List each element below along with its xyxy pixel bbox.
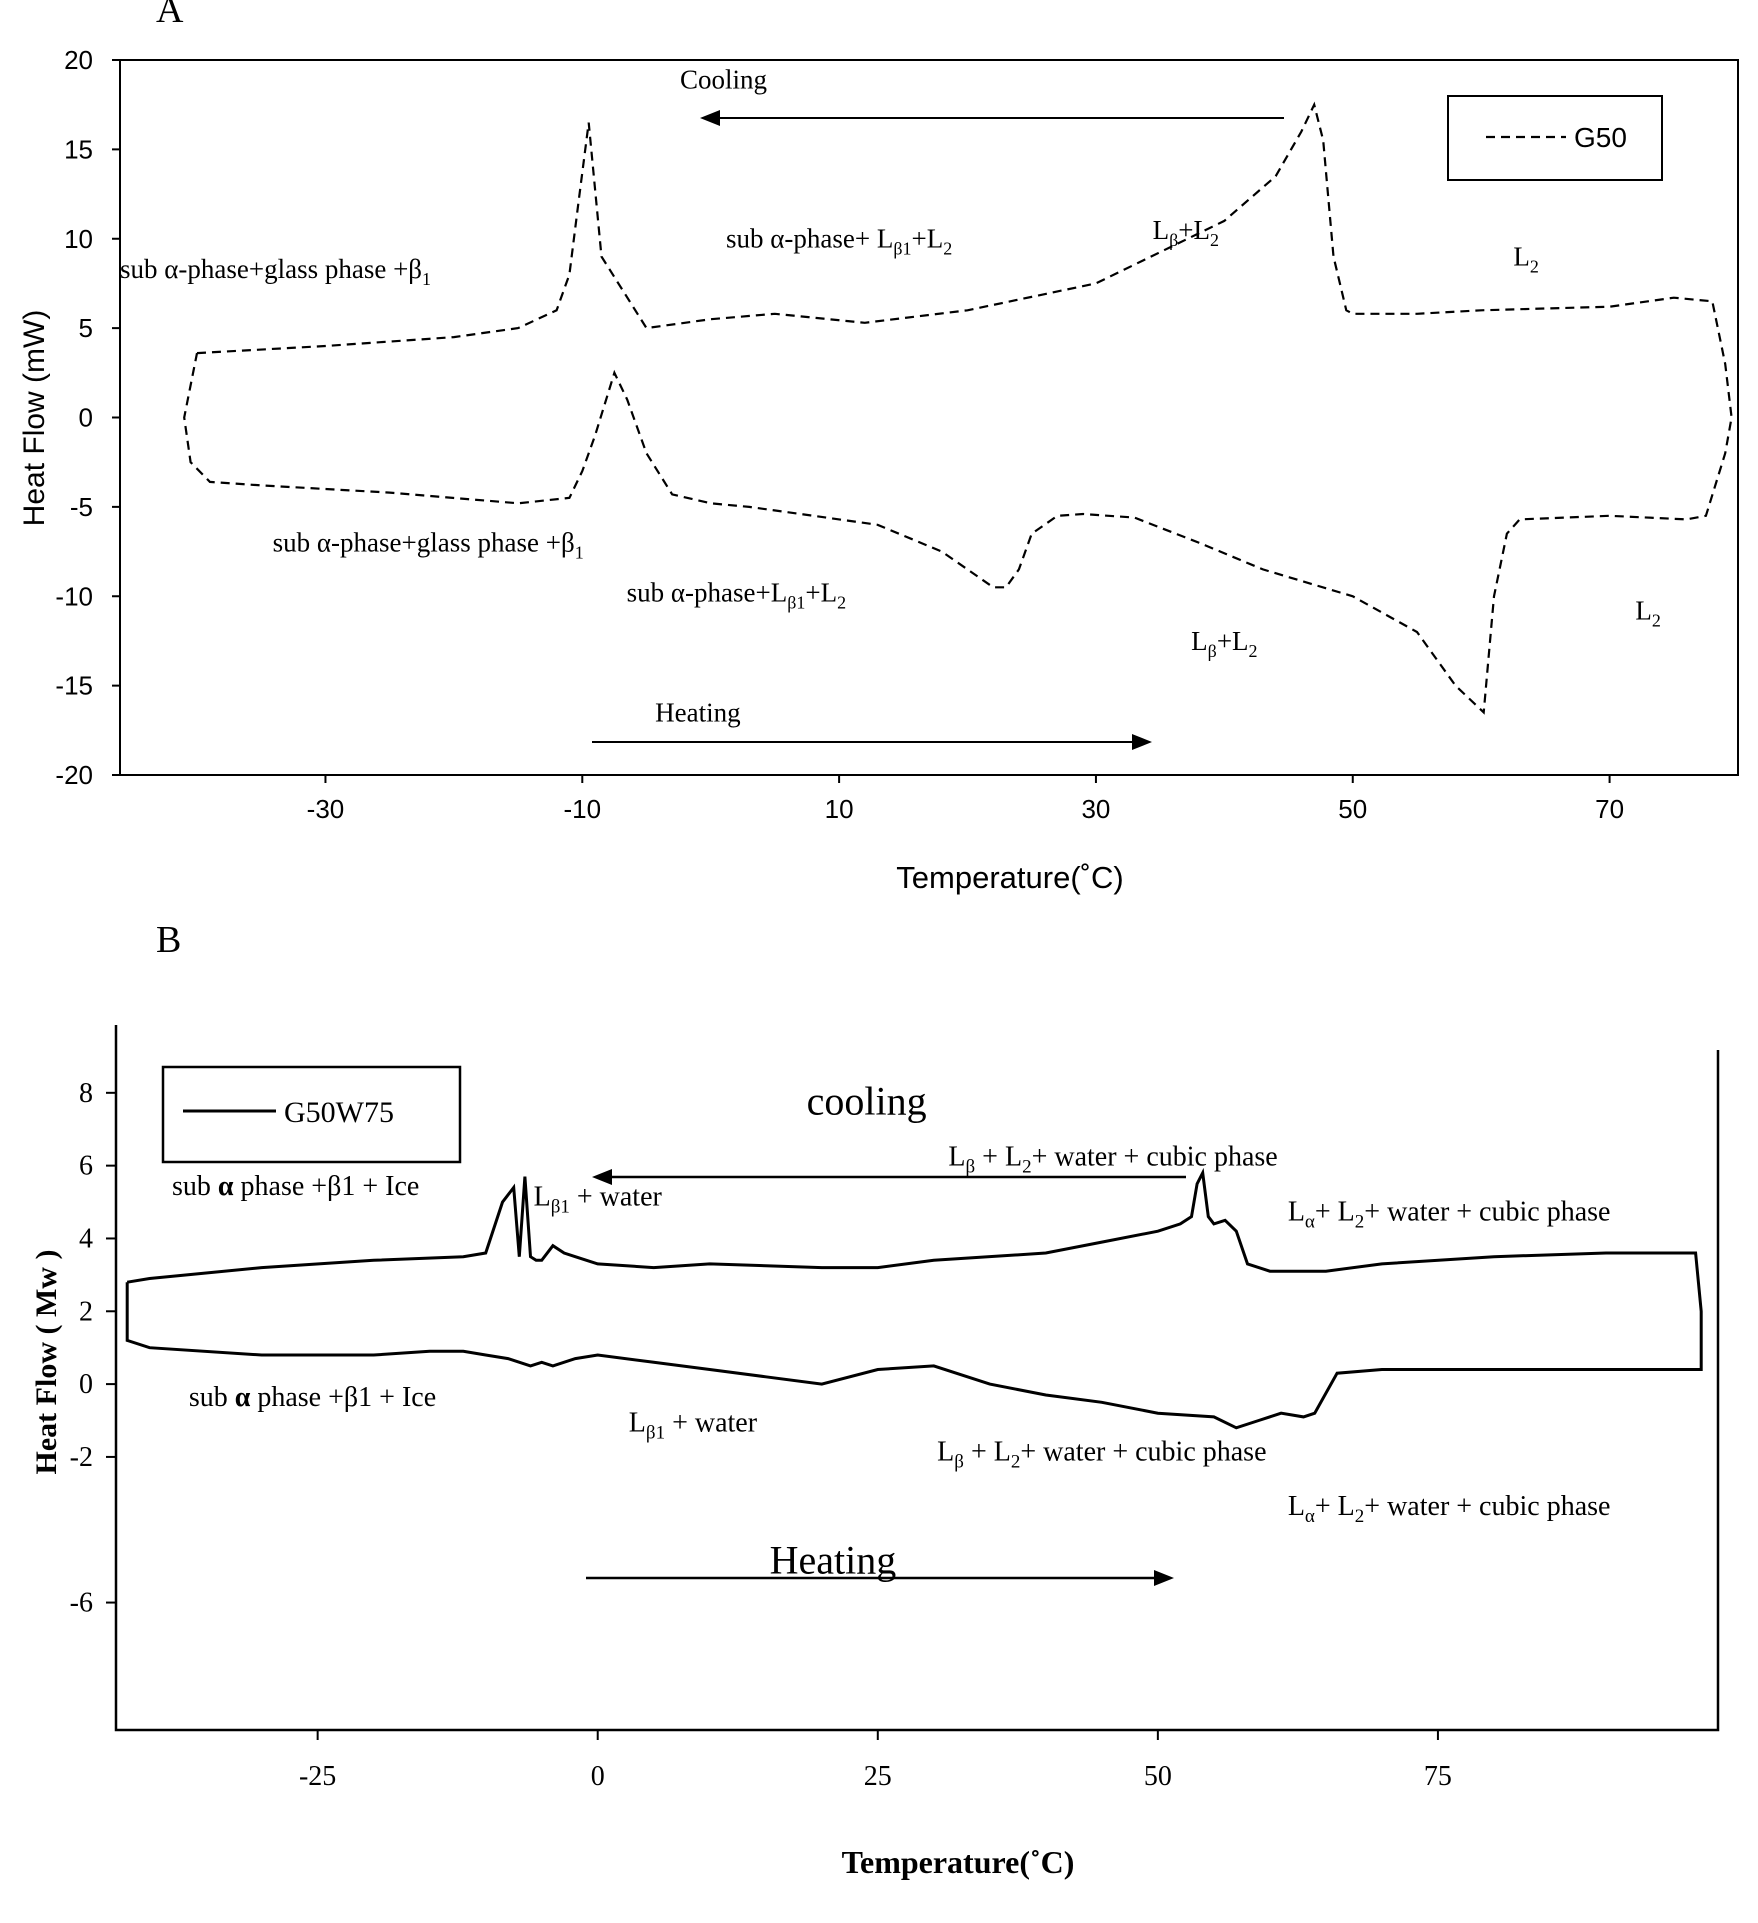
panel-b-y-axis: 8 6 4 2 0 -2 -6 (70, 1078, 116, 1619)
x-tick-label: 0 (591, 1761, 605, 1792)
annotation-b-heating: Heating (770, 1537, 897, 1582)
annotation-a-h1: sub α-phase+glass phase +β1 (273, 528, 584, 563)
annotation-a-h3: Lβ+L2 (1191, 626, 1257, 661)
annotation-b-h1: sub α phase +β1 + Ice (189, 1382, 436, 1413)
y-tick-label: 4 (79, 1223, 93, 1254)
annotation-b-h4: Lα+ L2+ water + cubic phase (1288, 1491, 1611, 1527)
x-tick-label: 75 (1424, 1761, 1452, 1792)
y-tick-label: 5 (79, 313, 93, 343)
x-tick-label: 10 (825, 794, 854, 824)
y-tick-label: 2 (79, 1296, 93, 1327)
panel-b-label: B (156, 919, 181, 961)
x-tick-label: 30 (1081, 794, 1110, 824)
annotation-b-h2: Lβ1 + water (629, 1407, 758, 1443)
y-tick-label: 15 (64, 134, 93, 164)
x-tick-label: -25 (299, 1761, 336, 1792)
annotation-a-c4: L2 (1513, 242, 1539, 277)
annotation-b-c4: Lα+ L2+ water + cubic phase (1288, 1196, 1611, 1232)
panel-a-cooling-arrow (700, 110, 1284, 126)
panel-a-legend: G50 (1447, 95, 1663, 181)
panel-b-legend-label: G50W75 (284, 1096, 394, 1129)
panel-b-annotations: cooling Heating sub α phase +β1 + Ice Lβ1 +… (172, 1079, 1610, 1583)
annotation-a-h2: sub α-phase+Lβ1+L2 (627, 578, 847, 613)
y-tick-label: -10 (55, 581, 93, 611)
panel-a-legend-label: G50 (1574, 122, 1627, 153)
y-tick-label: 20 (64, 45, 93, 75)
annotation-a-c3: Lβ+L2 (1153, 215, 1219, 250)
y-tick-label: -5 (70, 492, 93, 522)
panel-b-series-g50w75 (125, 1167, 1703, 1430)
annotation-b-cooling: cooling (807, 1079, 927, 1124)
panel-b-y-axis-label: Heat Flow ( Mw ) (30, 1250, 63, 1475)
panel-a-label: A (156, 0, 184, 31)
panel-a-heating-arrow (592, 734, 1152, 750)
annotation-b-c3: Lβ + L2+ water + cubic phase (948, 1142, 1277, 1178)
panel-b-heating-arrow (586, 1570, 1174, 1586)
x-tick-label: 50 (1338, 794, 1367, 824)
annotation-a-cooling: Cooling (680, 65, 767, 95)
y-tick-label: 10 (64, 224, 93, 254)
y-tick-label: -15 (55, 671, 93, 701)
panel-b-cooling-arrow (592, 1169, 1186, 1185)
y-tick-label: -20 (55, 760, 93, 790)
annotation-a-h4: L2 (1635, 595, 1661, 630)
panel-b-plot-frame (114, 1025, 1720, 1732)
annotation-a-c1: sub α-phase+glass phase +β1 (120, 254, 431, 289)
x-tick-label: 25 (864, 1761, 892, 1792)
annotation-b-c1: sub α phase +β1 + Ice (172, 1171, 419, 1202)
y-tick-label: -2 (70, 1442, 93, 1473)
panel-a-series-g50 (183, 101, 1733, 715)
panel-b-legend: G50W75 (161, 1065, 462, 1164)
annotation-b-h3: Lβ + L2+ water + cubic phase (937, 1437, 1266, 1473)
annotation-a-heating: Heating (655, 697, 740, 727)
panel-a-x-axis-label: Temperature(˚C) (896, 860, 1123, 895)
x-tick-label: 50 (1144, 1761, 1172, 1792)
x-tick-label: -10 (563, 794, 601, 824)
panel-a-y-axis-label: Heat Flow (mW) (18, 310, 51, 527)
y-tick-label: 0 (79, 403, 93, 433)
y-tick-label: 8 (79, 1078, 93, 1109)
panel-b-legend-box (161, 1065, 462, 1164)
panel-a-y-axis: 20 15 10 5 0 -5 -10 -15 -20 (55, 45, 120, 790)
y-tick-label: 6 (79, 1151, 93, 1182)
x-tick-label: -30 (307, 794, 345, 824)
y-tick-label: 0 (79, 1369, 93, 1400)
annotation-b-c2: Lβ1 + water (534, 1182, 663, 1218)
annotation-a-c2: sub α-phase+ Lβ1+L2 (726, 224, 952, 259)
panel-b-x-axis-label: Temperature(˚C) (842, 1844, 1075, 1880)
panel-a-annotations: Cooling Heating sub α-phase+glass phase +β… (120, 65, 1661, 728)
panel-a-x-axis: -30 -10 10 30 50 70 (307, 775, 1624, 824)
y-tick-label: -6 (70, 1588, 93, 1619)
panel-b-x-axis: -25 0 25 50 75 (299, 1730, 1452, 1792)
x-tick-label: 70 (1595, 794, 1624, 824)
